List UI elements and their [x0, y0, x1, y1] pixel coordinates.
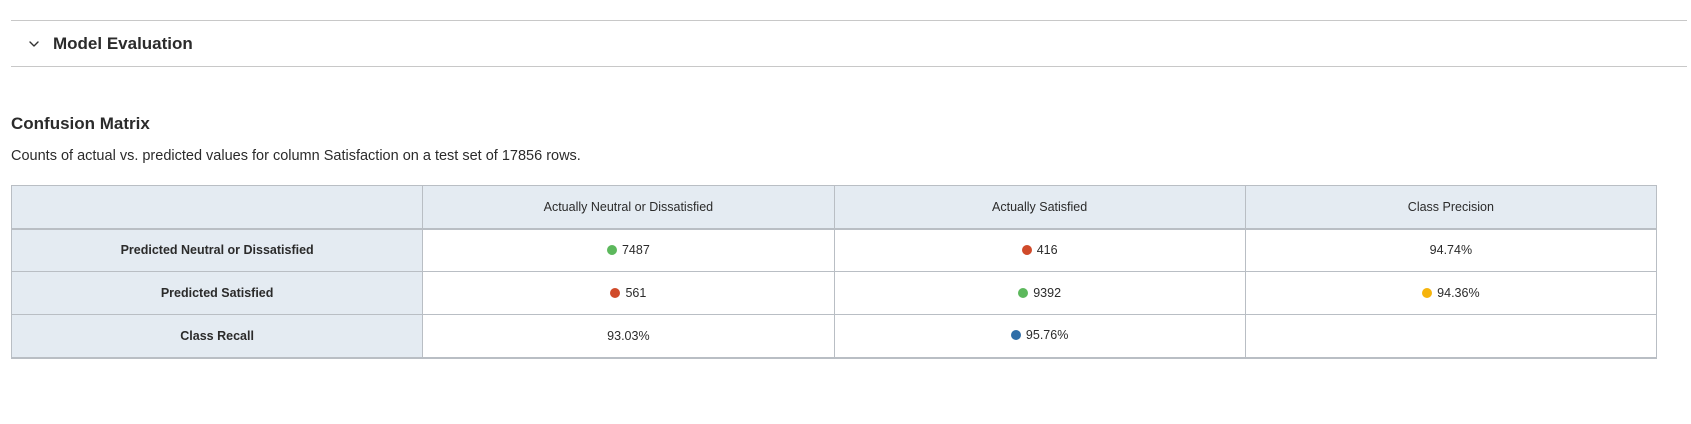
cell-value: 416 [1036, 242, 1058, 257]
column-header-actual-satisfied: Actually Satisfied [833, 185, 1246, 230]
column-header-class-precision: Class Precision [1244, 185, 1658, 230]
matrix-cell: 9392 [833, 271, 1246, 315]
status-dot-icon [1422, 287, 1433, 298]
column-header-actual-neutral: Actually Neutral or Dissatisfied [422, 185, 835, 230]
table-row: Predicted Neutral or Dissatisfied 7487 4… [10, 228, 1658, 272]
cell-value: 94.36% [1437, 285, 1480, 300]
status-dot-icon [1018, 287, 1029, 298]
matrix-cell: 95.76% [833, 314, 1246, 359]
status-dot-icon [610, 287, 621, 298]
matrix-cell [1244, 314, 1658, 359]
table-header-row: Actually Neutral or Dissatisfied Actuall… [10, 185, 1658, 230]
matrix-cell: 7487 [422, 228, 835, 272]
model-evaluation-section-header[interactable]: Model Evaluation [11, 20, 1687, 67]
confusion-matrix-title: Confusion Matrix [11, 114, 150, 133]
table-row: Class Recall 93.03% 95.76% [10, 314, 1658, 359]
matrix-cell: 94.36% [1244, 271, 1658, 315]
matrix-cell: 94.74% [1244, 228, 1658, 272]
cell-value: 561 [625, 285, 647, 300]
matrix-cell: 561 [422, 271, 835, 315]
status-dot-icon [1010, 330, 1021, 341]
cell-value: 94.74% [1429, 243, 1473, 258]
chevron-down-icon[interactable] [27, 37, 41, 51]
row-header-class-recall: Class Recall [10, 314, 424, 359]
cell-value: 7487 [621, 242, 650, 257]
status-dot-icon [606, 244, 617, 255]
confusion-matrix-table: Actually Neutral or Dissatisfied Actuall… [10, 185, 1658, 359]
cell-value: 9392 [1033, 285, 1062, 300]
row-header-predicted-satisfied: Predicted Satisfied [10, 271, 424, 315]
section-title[interactable]: Model Evaluation [53, 33, 193, 53]
cell-value: 95.76% [1025, 328, 1069, 343]
confusion-matrix-description: Counts of actual vs. predicted values fo… [11, 148, 581, 164]
status-dot-icon [1021, 244, 1032, 255]
table-row: Predicted Satisfied 561 9392 [10, 271, 1658, 315]
column-header-corner [10, 185, 424, 230]
cell-value: 93.03% [607, 328, 650, 343]
row-header-predicted-neutral: Predicted Neutral or Dissatisfied [10, 228, 424, 272]
matrix-cell: 93.03% [422, 314, 835, 359]
matrix-cell: 416 [833, 228, 1246, 272]
